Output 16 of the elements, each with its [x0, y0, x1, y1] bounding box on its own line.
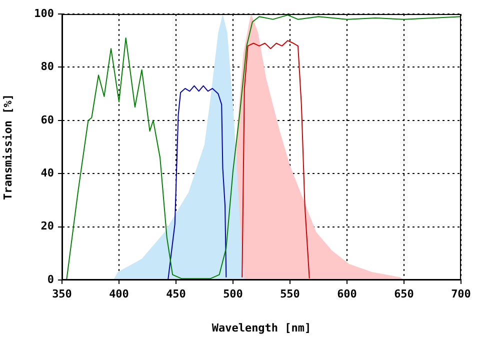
- y-tick-label: 60: [40, 113, 54, 126]
- y-tick-label: 0: [47, 272, 54, 286]
- x-tick-label: 650: [394, 287, 414, 300]
- y-axis-title: Transmission [%]: [1, 94, 14, 200]
- y-tick-label: 40: [40, 166, 54, 180]
- y-tick-label: 100: [34, 6, 54, 20]
- y-tick-label: 80: [40, 60, 54, 74]
- x-tick-label: 400: [109, 287, 129, 300]
- y-tick-label: 20: [40, 220, 54, 233]
- x-tick-label: 700: [451, 287, 471, 300]
- x-tick-label: 600: [337, 287, 357, 300]
- x-tick-label: 500: [223, 287, 243, 300]
- x-tick-label: 450: [166, 287, 186, 300]
- x-axis-title: Wavelength [nm]: [212, 321, 312, 334]
- x-tick-label: 350: [52, 287, 72, 300]
- x-tick-label: 550: [280, 287, 300, 300]
